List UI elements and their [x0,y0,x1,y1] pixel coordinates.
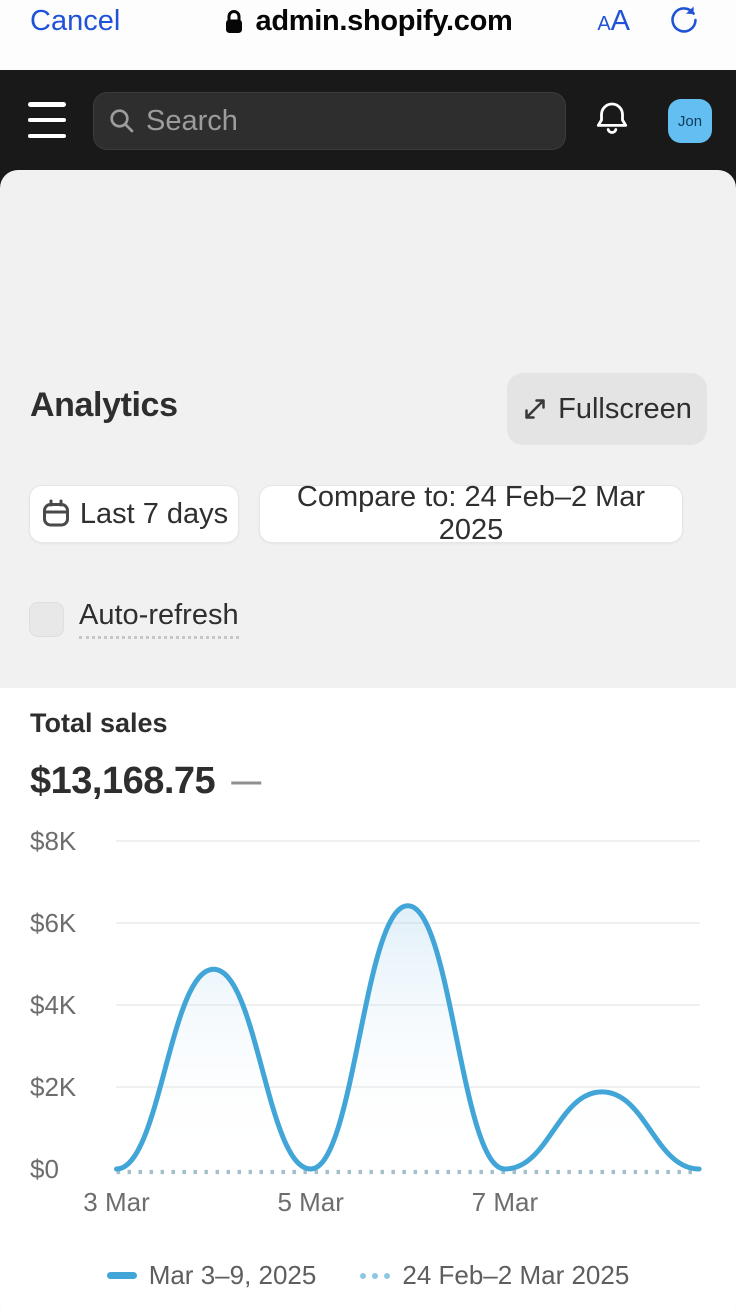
auto-refresh-label[interactable]: Auto-refresh [79,599,239,639]
total-sales-metric: $13,168.75 — [30,760,261,803]
date-range-button[interactable]: Last 7 days [29,485,239,543]
refresh-icon[interactable] [668,4,700,36]
legend-item-comparison: 24 Feb–2 Mar 2025 [360,1260,629,1291]
auto-refresh-control: Auto-refresh [29,599,239,639]
x-tick-label: 7 Mar [472,1187,539,1217]
y-tick-label: $8K [30,826,77,856]
y-tick-label: $0 [30,1154,59,1184]
legend-swatch-comparison [360,1272,391,1279]
calendar-icon [40,498,72,530]
compare-to-button[interactable]: Compare to: 24 Feb–2 Mar 2025 [259,481,683,546]
total-sales-chart: $0 $2K $4K $6K $8K 3 Mar 5 Mar 7 Mar [30,826,702,1217]
legend-label-current: Mar 3–9, 2025 [148,1260,317,1290]
current-period-line [114,903,702,1172]
fullscreen-icon [522,396,548,422]
analytics-page: Analytics Fullscreen Last 7 days Co [0,170,736,1308]
total-sales-title: Total sales [30,708,168,738]
y-tick-label: $4K [30,990,77,1020]
fullscreen-button[interactable]: Fullscreen [507,373,707,445]
total-sales-card: Total sales $13,168.75 — $0 $2K $4K $6K $8K 3… [0,688,736,1308]
x-tick-label: 3 Mar [83,1187,150,1217]
chart-legend: Mar 3–9, 2025 24 Feb–2 Mar 2025 [0,1260,736,1291]
search-placeholder: Search [146,104,238,137]
y-tick-label: $2K [30,1072,77,1102]
avatar[interactable]: Jon [668,99,712,143]
auto-refresh-checkbox[interactable] [29,601,64,637]
notifications-bell-icon[interactable] [594,99,630,141]
legend-label-comparison: 24 Feb–2 Mar 2025 [402,1260,630,1290]
chart-area-fill [116,905,700,1169]
search-input[interactable]: Search [93,92,566,150]
y-tick-label: $6K [30,908,77,938]
url-text: admin.shopify.com [255,5,513,37]
page-title: Analytics [30,386,178,424]
x-tick-label: 5 Mar [277,1187,344,1217]
legend-swatch-current [106,1272,137,1279]
legend-item-current: Mar 3–9, 2025 [106,1260,317,1291]
cancel-button[interactable]: Cancel [30,5,121,37]
menu-icon[interactable] [28,101,66,139]
search-icon [108,107,136,135]
lock-icon [223,7,245,35]
total-sales-change-indicator: — [231,764,262,798]
total-sales-value: $13,168.75 [30,760,216,802]
